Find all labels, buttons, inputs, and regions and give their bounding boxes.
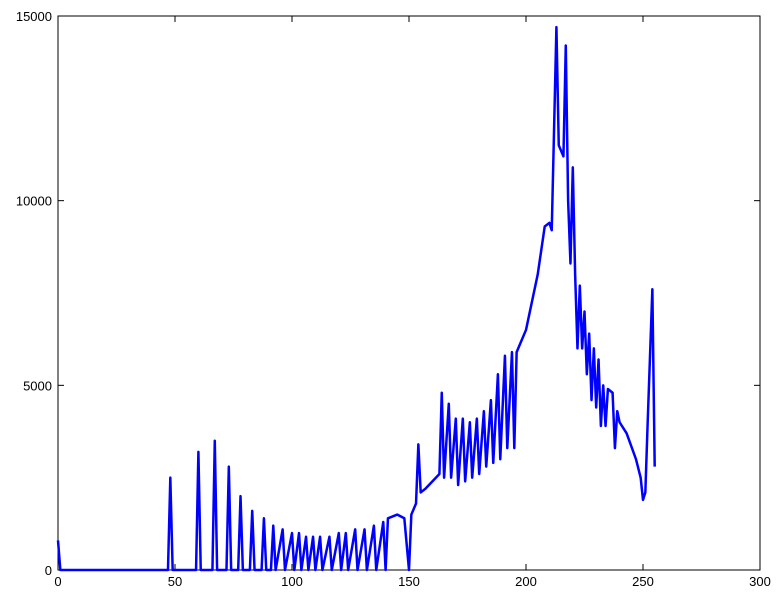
x-tick-label: 50 <box>168 574 182 589</box>
data-line <box>56 25 656 572</box>
x-tick-label: 100 <box>281 574 303 589</box>
y-tick-label: 10000 <box>16 194 52 209</box>
x-tick-label: 150 <box>398 574 420 589</box>
y-tick-label: 15000 <box>16 9 52 24</box>
x-tick-label: 0 <box>54 574 61 589</box>
x-tick-label: 300 <box>749 574 771 589</box>
plot-frame <box>57 15 761 571</box>
y-tick-label: 0 <box>45 563 52 578</box>
x-tick-label: 250 <box>632 574 654 589</box>
y-tick-label: 5000 <box>23 378 52 393</box>
x-tick-label: 200 <box>515 574 537 589</box>
